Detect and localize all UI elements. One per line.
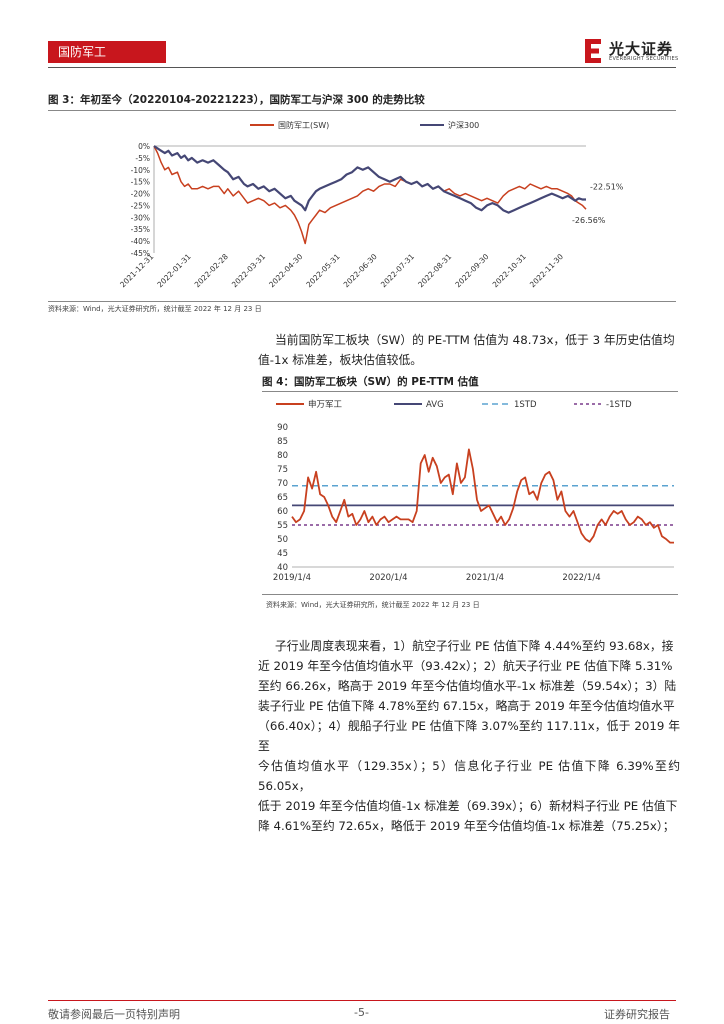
x-tick-label: 2022-01-31 xyxy=(155,252,192,289)
x-tick-label: 2022-02-28 xyxy=(193,252,230,289)
x-tick-label: 2022-11-30 xyxy=(528,252,565,289)
y-tick-label: 70 xyxy=(277,479,288,489)
y-tick-label: 75 xyxy=(277,465,288,475)
figure-4-bottom-rule xyxy=(262,594,678,595)
x-tick-label: 2022-06-30 xyxy=(342,252,379,289)
x-tick-label: 2022-04-30 xyxy=(267,252,304,289)
legend-label: 1STD xyxy=(514,400,537,410)
footer-report-type: 证券研究报告 xyxy=(604,1008,670,1021)
footer-divider xyxy=(48,1000,676,1001)
y-tick-label: -25% xyxy=(131,201,150,210)
series-line-military xyxy=(153,145,587,245)
y-tick-label: -20% xyxy=(131,190,150,199)
y-tick-label: 85 xyxy=(277,437,288,447)
figure-4-top-rule xyxy=(262,391,678,392)
annotation-military-end: -26.56% xyxy=(572,216,606,225)
page-number: -5- xyxy=(354,1006,369,1019)
logo-text: 光大证券 xyxy=(609,40,674,58)
y-tick-label: 50 xyxy=(277,535,288,545)
y-tick-label: -15% xyxy=(131,178,150,187)
subsector-paragraph-line: 降 4.61%至约 72.65x，略低于 2019 年至今估值均值-1x 标准差… xyxy=(258,819,675,833)
y-tick-label: -10% xyxy=(131,166,150,175)
y-tick-label: -30% xyxy=(131,213,150,222)
series-line-pe-ttm xyxy=(291,448,674,544)
x-tick-label: 2019/1/4 xyxy=(273,573,311,583)
valuation-paragraph-line-2: 值-1x 标准差，板块估值较低。 xyxy=(258,353,423,367)
y-tick-label: 90 xyxy=(277,423,288,433)
y-tick-label: -5% xyxy=(135,154,150,163)
legend-label: 国防军工(SW) xyxy=(278,120,329,130)
subsector-paragraph-line: （66.40x）；4）舰船子行业 PE 估值下降 3.07%至约 117.11x… xyxy=(258,719,680,753)
legend-label: -1STD xyxy=(606,400,632,410)
subsector-paragraph: 子行业周度表现来看，1）航空子行业 PE 估值下降 4.44%至约 93.68x… xyxy=(258,636,680,836)
subsector-paragraph-line: 今估值均值水平（129.35x）；5）信息化子行业 PE 估值下降 6.39%至… xyxy=(258,759,680,793)
y-tick-label: 55 xyxy=(277,521,288,531)
y-tick-label: -40% xyxy=(131,237,150,246)
everbright-logo-icon xyxy=(585,39,601,63)
figure-4-title: 图 4：国防军工板块（SW）的 PE-TTM 估值 xyxy=(262,376,479,388)
subsector-paragraph-line: 近 2019 年至今估值均值水平（93.42x）；2）航天子行业 PE 估值下降… xyxy=(258,659,673,673)
figure-3-source: 资料来源：Wind，光大证券研究所，统计截至 2022 年 12 月 23 日 xyxy=(48,305,262,313)
valuation-paragraph-line-1: 当前国防军工板块（SW）的 PE-TTM 估值为 48.73x，低于 3 年历史… xyxy=(275,333,675,347)
figure-3-title: 图 3：年初至今（20220104-20221223），国防军工与沪深 300 … xyxy=(48,94,425,106)
x-tick-label: 2022-03-31 xyxy=(230,252,267,289)
y-tick-label: 60 xyxy=(277,507,288,517)
legend-label: AVG xyxy=(426,400,444,410)
header-divider xyxy=(48,67,676,68)
legend-label: 沪深300 xyxy=(448,120,479,130)
subsector-paragraph-line: 至约 66.26x，略高于 2019 年至今估值均值水平-1x 标准差（59.5… xyxy=(258,679,677,693)
x-tick-label: 2022-10-31 xyxy=(491,252,528,289)
x-tick-label: 2022-05-31 xyxy=(304,252,341,289)
x-tick-label: 2022-08-31 xyxy=(416,252,453,289)
y-tick-label: 80 xyxy=(277,451,288,461)
figure-3-chart: 0% -5% -10% -15% -20% -25% -30% -35% -40% -45% 202… xyxy=(118,120,624,289)
x-tick-label: 2020/1/4 xyxy=(369,573,407,583)
figure-4-source: 资料来源：Wind，光大证券研究所，统计截至 2022 年 12 月 23 日 xyxy=(266,601,480,609)
y-tick-label: 40 xyxy=(277,563,288,573)
y-tick-label: 65 xyxy=(277,493,288,503)
subsector-paragraph-line: 装子行业 PE 估值下降 4.78%至约 67.15x，略高于 2019 年至今… xyxy=(258,699,675,713)
annotation-csi300-end: -22.51% xyxy=(590,183,624,192)
figure-3-bottom-rule xyxy=(48,301,676,302)
logo-subtext: EVERBRIGHT SECURITIES xyxy=(609,56,679,62)
y-tick-label: -45% xyxy=(131,249,150,258)
figure-3-top-rule xyxy=(48,110,676,111)
y-tick-label: 0% xyxy=(138,142,150,151)
legend-label: 申万军工 xyxy=(308,399,343,410)
x-tick-label: 2022-07-31 xyxy=(379,252,416,289)
footer-disclaimer: 敬请参阅最后一页特别声明 xyxy=(48,1008,180,1021)
subsector-paragraph-line: 子行业周度表现来看，1）航空子行业 PE 估值下降 4.44%至约 93.68x… xyxy=(275,639,674,653)
y-tick-label: -35% xyxy=(131,225,150,234)
x-tick-label: 2022-09-30 xyxy=(453,252,490,289)
x-tick-label: 2021/1/4 xyxy=(466,573,504,583)
section-tab: 国防军工 xyxy=(48,41,166,63)
subsector-paragraph-line: 低于 2019 年至今估值均值-1x 标准差（69.39x）；6）新材料子行业 … xyxy=(258,799,678,813)
x-tick-label: 2022/1/4 xyxy=(562,573,600,583)
y-tick-label: 45 xyxy=(277,549,288,559)
series-line-csi300 xyxy=(153,145,586,214)
